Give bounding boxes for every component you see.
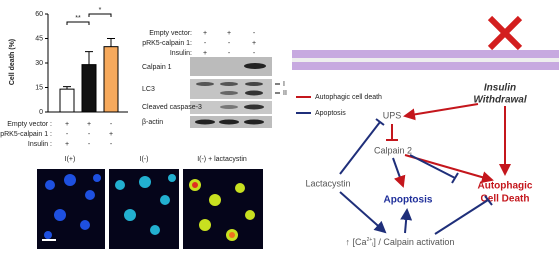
bar [59,88,75,113]
significance-bracket [66,21,90,25]
band [196,82,214,86]
cells [115,174,176,235]
condition-sign: - [88,131,91,138]
error-bar [63,86,71,90]
text-part: 2+ [367,237,373,243]
y-tick-label: 60 [35,11,43,18]
band-label: LC3 [142,86,155,93]
significance: ** [75,15,81,22]
node-label: Cell Death [481,194,530,205]
condition-sign: - [253,50,256,57]
arrow [339,191,387,234]
arrow [392,157,406,188]
band [244,119,264,125]
condition-label: pRK5-calpain 1 : [0,131,52,138]
inhibit [434,195,493,235]
inhibit [409,154,459,184]
node-label: Calpain 2 [374,145,412,155]
condition-sign: + [203,50,207,57]
legend-entry: Apoptosis [315,110,346,117]
condition-sign: + [109,131,113,138]
panel-title: I(+) [65,156,76,163]
text-part: ↑ [Ca [346,237,367,247]
band [195,119,215,125]
block-x [487,15,523,51]
band [220,105,238,109]
y-tick-label: 30 [35,60,43,67]
band-panel [190,57,272,76]
condition-sign: - [228,50,231,57]
condition-sign: + [65,121,69,128]
y-tick-label: 0 [39,109,43,116]
condition-sign: + [203,30,207,37]
inhibit [339,118,385,175]
panel-title: I(-) [140,156,149,163]
inhibit [386,124,398,141]
error-bar [85,51,93,65]
condition-label: Insulin : [28,141,52,148]
arrow [403,103,479,121]
band-panel [190,79,272,99]
text-part: ] / Calpain activation [373,237,454,247]
condition-label: Empty vector: [149,30,192,37]
significance-bracket [88,13,112,17]
node-label: Withdrawal [473,95,526,106]
cell [229,232,235,238]
condition-sign: + [252,40,256,47]
lc3-form: II [283,90,287,97]
diagram: Autophagic cell death Apoptosis Insulin … [292,15,559,248]
microscopy: I(+) I(-) I(-) + lactacystin [37,156,263,249]
y-tick-label: 15 [35,84,43,91]
condition-sign: - [204,40,207,47]
band-label: Calpain 1 [142,64,172,71]
condition-sign: - [253,30,256,37]
legend-entry: Autophagic cell death [315,94,382,101]
condition-label: Insulin: [170,50,192,57]
band [244,63,266,69]
lc3-form: I [283,81,285,88]
band [219,119,239,125]
arrow [400,208,413,234]
band [220,91,238,95]
node-label: Insulin [484,83,516,94]
node-label: Lactacystin [305,178,350,188]
band [220,82,238,86]
band [245,82,263,86]
panel-title: I(-) + lactacystin [197,156,247,163]
band [244,104,264,110]
condition-label: Empty vector : [7,121,52,128]
bar [81,64,97,113]
node-label: Autophagic [478,181,533,192]
condition-sign: - [228,40,231,47]
node-label: Apoptosis [384,195,433,206]
condition-sign: - [66,131,69,138]
condition-sign: - [110,141,113,148]
cells [44,174,101,239]
y-tick-label: 45 [35,35,43,42]
bar [103,46,119,113]
band [245,90,263,96]
cell [192,182,198,188]
text-part: i [372,242,373,248]
node-label: UPS [383,110,402,120]
error-bar [107,38,115,47]
band-label: β-actin [142,119,163,126]
blot: Calpain 1 LC3 Cleaved caspase-3 β-actin … [142,57,287,128]
condition-sign: - [110,121,113,128]
node-label: ↑ [Ca2+i] / Calpain activation [346,237,455,248]
condition-sign: + [87,121,91,128]
significance: * [99,7,102,14]
membrane-core [292,58,559,62]
y-axis-label: Cell death (%) [9,39,16,85]
band-label: Cleaved caspase-3 [142,104,202,111]
condition-label: pRK5-calpain 1: [142,40,192,47]
condition-sign: - [88,141,91,148]
condition-sign: + [65,141,69,148]
condition-sign: + [227,30,231,37]
